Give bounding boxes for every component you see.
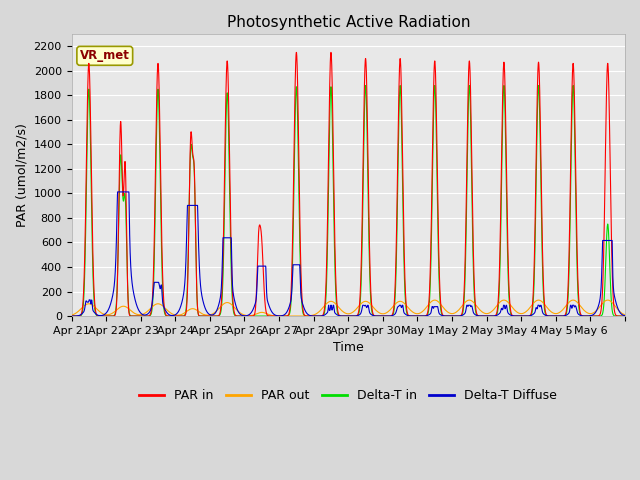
Text: VR_met: VR_met bbox=[80, 49, 130, 62]
Y-axis label: PAR (umol/m2/s): PAR (umol/m2/s) bbox=[15, 123, 28, 227]
Legend: PAR in, PAR out, Delta-T in, Delta-T Diffuse: PAR in, PAR out, Delta-T in, Delta-T Dif… bbox=[134, 384, 563, 408]
X-axis label: Time: Time bbox=[333, 341, 364, 354]
Title: Photosynthetic Active Radiation: Photosynthetic Active Radiation bbox=[227, 15, 470, 30]
